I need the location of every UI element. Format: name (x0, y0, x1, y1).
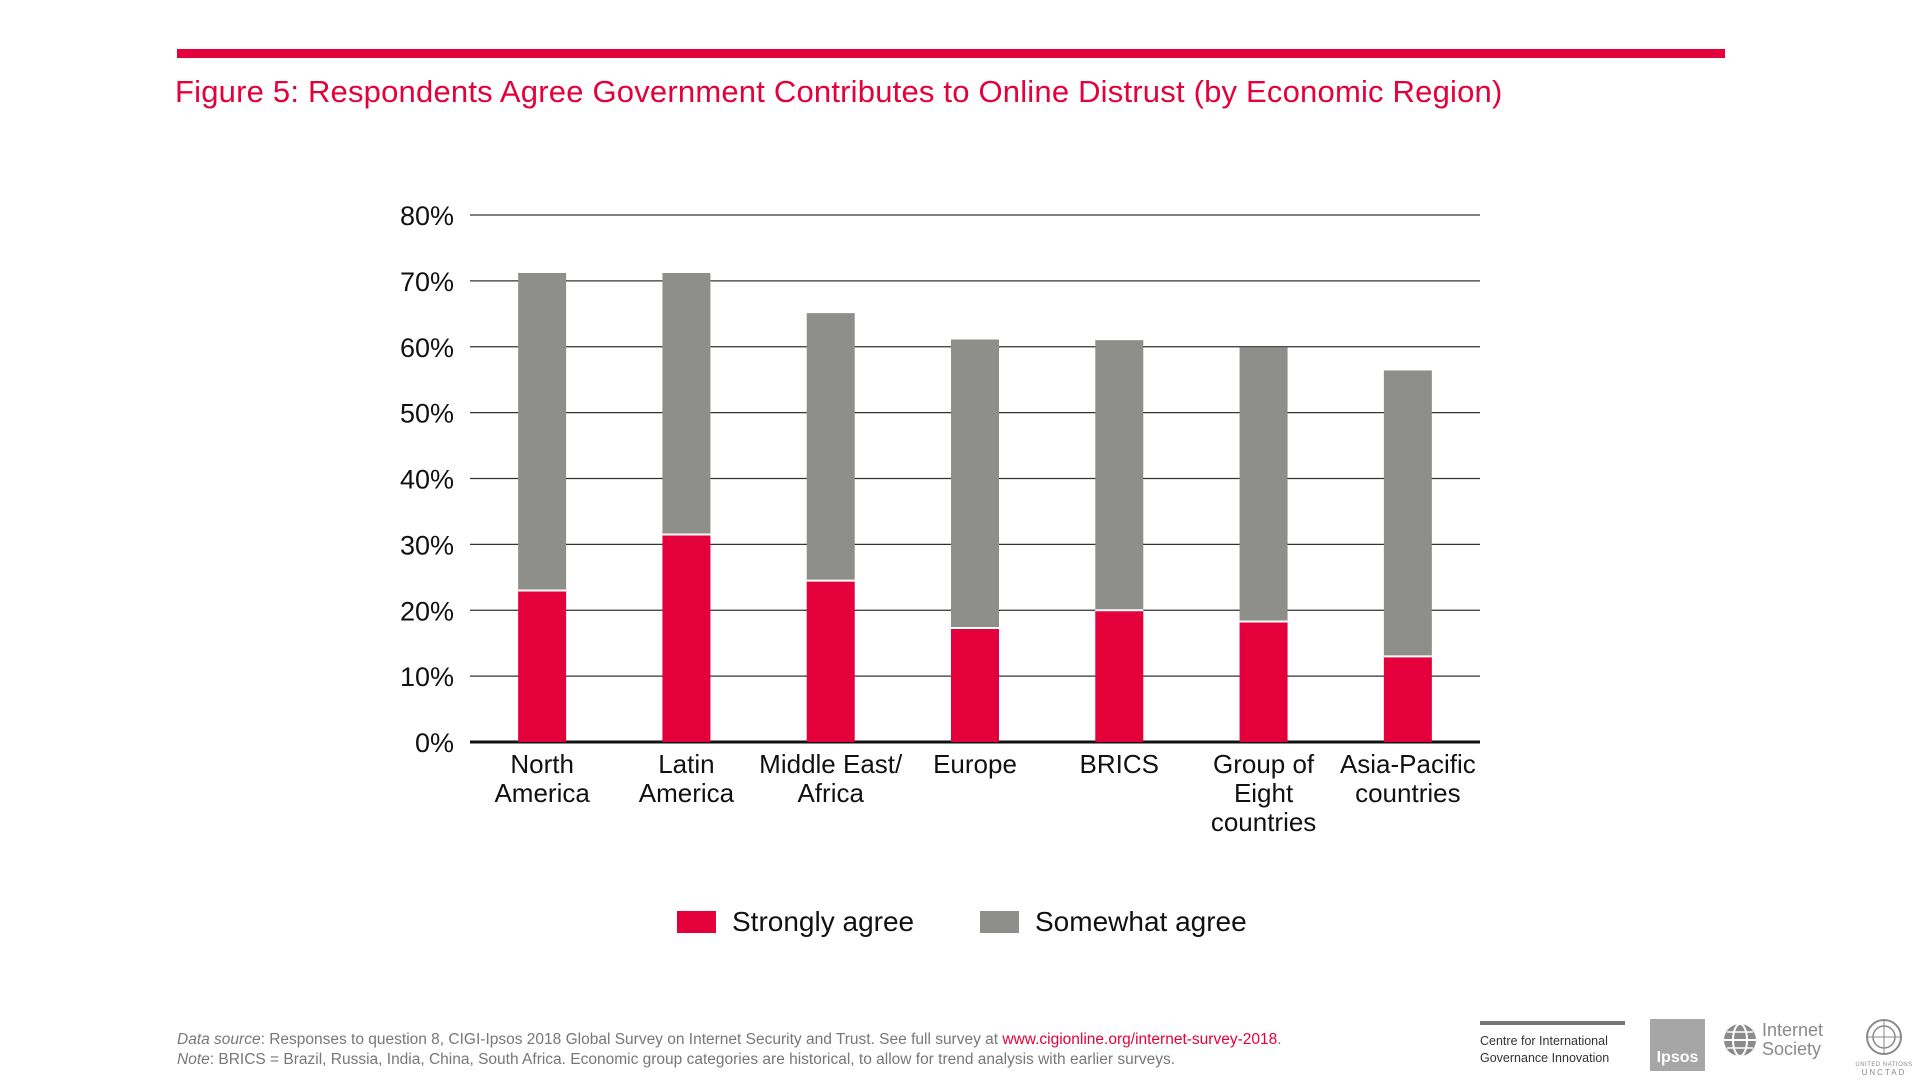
y-tick-label-50: 50% (400, 399, 454, 429)
x-tick-label-line: America (639, 778, 735, 808)
bar-somewhat-2 (806, 313, 855, 581)
data-source-label: Data source (177, 1031, 261, 1048)
ipsos-logo-text: Ipsos (1656, 1049, 1699, 1066)
x-tick-label-line: America (494, 778, 590, 808)
bar-strongly-6 (1383, 656, 1432, 742)
x-tick-label-line: Middle East/ (759, 749, 903, 779)
x-tick-label-6: Asia-Pacific countries (1340, 749, 1476, 808)
x-tick-label-line: Eight (1234, 778, 1294, 808)
bar-somewhat-5 (1239, 347, 1288, 622)
x-tick-label-line: countries (1355, 778, 1461, 808)
legend-swatch-somewhat-agree (980, 911, 1019, 933)
bar-strongly-1 (662, 534, 711, 742)
un-logo-line2: UNCTAD (1861, 1068, 1907, 1077)
y-tick-label-80: 80% (400, 201, 454, 231)
x-tick-label-line: Asia-Pacific (1340, 749, 1476, 779)
x-tick-label-1: Latin America (639, 749, 735, 808)
x-tick-label-line: Group of (1213, 749, 1315, 779)
partner-logos: Centre for International Governance Inno… (1480, 1015, 1920, 1080)
x-tick-label-5: Group of Eight countries (1211, 749, 1317, 837)
bar-somewhat-1 (662, 272, 711, 535)
cigi-logo: Centre for International Governance Inno… (1480, 1021, 1625, 1067)
bar-strongly-2 (806, 580, 855, 742)
y-tick-label-0: 0% (415, 728, 454, 758)
x-tick-label-3: Europe (933, 749, 1017, 779)
bar-strongly-3 (951, 628, 999, 742)
ipsos-logo: Ipsos (1650, 1019, 1705, 1071)
top-rule (177, 49, 1725, 58)
isoc-logo-line1: Internet (1762, 1020, 1824, 1040)
internet-society-logo: Internet Society (1722, 1021, 1823, 1059)
x-tick-label-4: BRICS (1080, 749, 1159, 779)
legend-label-somewhat-agree: Somewhat agree (1035, 906, 1247, 937)
x-tick-label-0: North America (494, 749, 590, 808)
x-tick-label-line: Europe (933, 749, 1017, 779)
cigi-logo-line1: Centre for International (1480, 1034, 1608, 1048)
note-line: Note: BRICS = Brazil, Russia, India, Chi… (177, 1050, 1457, 1070)
x-tick-label-2: Middle East/Africa (759, 749, 903, 808)
y-tick-label-20: 20% (400, 596, 454, 626)
survey-link[interactable]: www.cigionline.org/internet-survey-2018 (1002, 1031, 1278, 1048)
bar-somewhat-4 (1095, 340, 1144, 611)
isoc-logo-line2: Society (1762, 1039, 1822, 1059)
bar-somewhat-0 (518, 272, 567, 591)
unctad-logo: UNITED NATIONS UNCTAD (1855, 1017, 1913, 1077)
data-source-end: . (1277, 1031, 1282, 1048)
legend-swatch-strongly-agree (677, 911, 716, 933)
cigi-logo-line2: Governance Innovation (1480, 1051, 1610, 1065)
y-tick-label-30: 30% (400, 530, 454, 560)
data-source-line: Data source: Responses to question 8, CI… (177, 1030, 1457, 1050)
legend-item-somewhat-agree: Somewhat agree (980, 906, 1247, 938)
stacked-bar-chart: 0%10%20%30%40%50%60%70%80%North AmericaLa… (400, 201, 1480, 837)
x-tick-label-line: Latin (658, 749, 714, 779)
bar-strongly-4 (1095, 610, 1144, 742)
note-label: Note (177, 1051, 210, 1068)
footnote: Data source: Responses to question 8, CI… (177, 1030, 1457, 1070)
x-tick-label-line: countries (1211, 807, 1317, 837)
un-emblem-icon (1866, 1019, 1902, 1055)
bar-somewhat-3 (951, 339, 999, 629)
x-tick-label-line: Africa (797, 778, 864, 808)
bar-somewhat-6 (1383, 370, 1432, 657)
y-tick-label-70: 70% (400, 267, 454, 297)
y-tick-label-60: 60% (400, 333, 454, 363)
globe-icon (1724, 1023, 1756, 1057)
chart-legend: Strongly agree Somewhat agree (0, 906, 1920, 946)
y-tick-label-10: 10% (400, 662, 454, 692)
bar-strongly-0 (518, 590, 567, 742)
note-text: : BRICS = Brazil, Russia, India, China, … (209, 1051, 1176, 1068)
un-logo-line1: UNITED NATIONS (1855, 1062, 1913, 1068)
bar-strongly-5 (1239, 621, 1288, 742)
data-source-text: : Responses to question 8, CIGI-Ipsos 20… (260, 1031, 1003, 1048)
legend-label-strongly-agree: Strongly agree (732, 906, 915, 937)
y-tick-label-40: 40% (400, 465, 454, 495)
x-tick-label-line: North (510, 749, 574, 779)
legend-item-strongly-agree: Strongly agree (677, 906, 914, 938)
x-tick-label-line: BRICS (1080, 749, 1159, 779)
figure-title: Figure 5: Respondents Agree Government C… (175, 74, 1503, 109)
